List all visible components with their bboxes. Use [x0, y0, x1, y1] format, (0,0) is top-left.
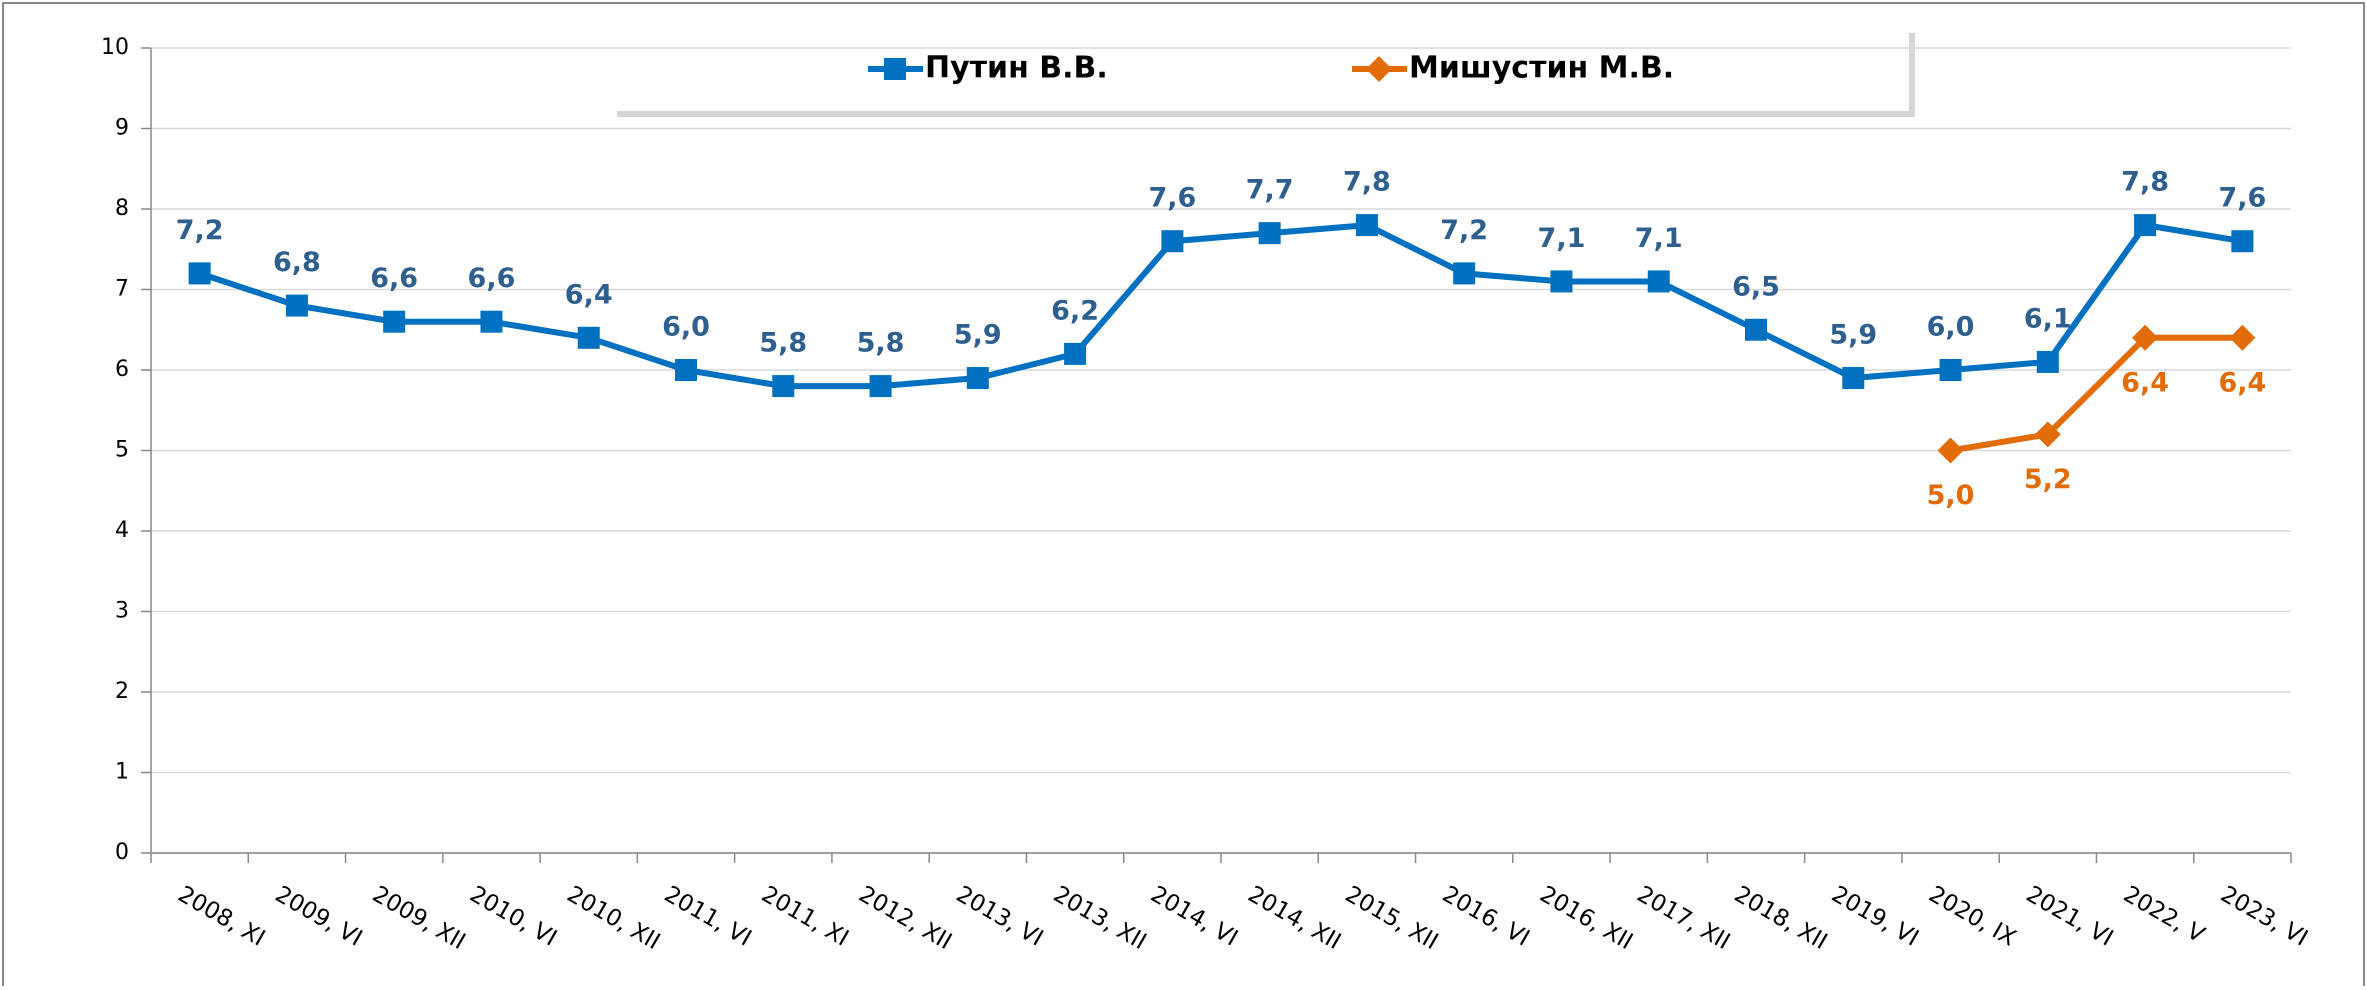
marker [1842, 367, 1864, 389]
marker [1940, 359, 1962, 381]
marker [1161, 230, 1183, 252]
data-label: 5,8 [759, 328, 807, 359]
marker [480, 311, 502, 333]
marker [286, 295, 308, 317]
marker [1648, 270, 1670, 292]
x-tick-label: 2019, VI [1827, 881, 1923, 951]
x-tick-label: 2018, XII [1730, 881, 1832, 955]
data-label: 6,6 [468, 263, 516, 294]
y-tick-label: 3 [115, 599, 129, 624]
data-label: 5,0 [1927, 480, 1975, 511]
legend-background [611, 27, 1909, 111]
legend-marker [884, 58, 906, 80]
marker [2134, 214, 2156, 236]
y-tick-label: 6 [115, 357, 129, 382]
x-tick-label: 2012, XII [854, 881, 956, 955]
legend-label: Мишустин М.В. [1409, 51, 1674, 86]
x-tick-label: 2017, XII [1632, 881, 1734, 955]
marker [1356, 214, 1378, 236]
data-label: 7,6 [2218, 183, 2266, 214]
y-tick-label: 1 [115, 760, 129, 785]
data-label: 6,1 [2024, 303, 2072, 334]
data-label: 7,7 [1246, 175, 1294, 206]
series-line [1951, 338, 2243, 451]
data-label: 5,2 [2024, 464, 2072, 495]
x-tick-label: 2013, VI [952, 881, 1048, 951]
x-tick-label: 2020, IX [1924, 881, 2020, 951]
marker [1745, 319, 1767, 341]
data-label: 6,4 [565, 279, 613, 310]
x-tick-label: 2011, XI [757, 881, 853, 951]
y-tick-label: 5 [115, 438, 129, 463]
data-label: 6,2 [1051, 295, 1099, 326]
data-label: 6,5 [1732, 271, 1780, 302]
marker [189, 262, 211, 284]
data-label: 5,8 [857, 328, 905, 359]
marker [772, 375, 794, 397]
marker [1938, 438, 1964, 464]
data-label: 6,8 [273, 247, 321, 278]
x-tick-label: 2023, VI [2216, 881, 2312, 951]
data-label: 5,9 [1829, 320, 1877, 351]
data-label: 6,6 [370, 263, 418, 294]
data-label: 5,9 [954, 320, 1002, 351]
marker [1550, 270, 1572, 292]
x-tick-label: 2014, VI [1146, 881, 1242, 951]
x-tick-label: 2021, VI [2022, 881, 2118, 951]
marker [675, 359, 697, 381]
x-tick-label: 2009, XII [368, 881, 470, 955]
data-label: 7,8 [1343, 167, 1391, 198]
x-tick-label: 2016, XII [1535, 881, 1637, 955]
marker [1453, 262, 1475, 284]
marker [578, 327, 600, 349]
marker [2229, 325, 2255, 351]
x-tick-label: 2008, XI [173, 881, 269, 951]
marker [383, 311, 405, 333]
series-line [200, 225, 2243, 386]
data-label: 7,8 [2121, 167, 2169, 198]
y-tick-label: 10 [101, 35, 129, 60]
frame [3, 3, 2364, 986]
marker [2037, 351, 2059, 373]
data-label: 6,4 [2218, 367, 2266, 398]
legend-label: Путин В.В. [925, 51, 1108, 86]
x-tick-label: 2009, VI [271, 881, 367, 951]
data-label: 6,0 [662, 312, 710, 343]
x-tick-label: 2015, XII [1341, 881, 1443, 955]
y-tick-label: 8 [115, 196, 129, 221]
marker [1064, 343, 1086, 365]
data-label: 7,1 [1538, 223, 1586, 254]
y-tick-label: 7 [115, 277, 129, 302]
data-label: 7,2 [176, 215, 224, 246]
x-tick-label: 2010, VI [465, 881, 561, 951]
legend: Путин В.В. Мишустин М.В. [611, 27, 1915, 117]
chart: Путин В.В. Мишустин М.В. 0 1 2 3 4 5 6 7 8 9 10 2008… [0, 0, 2367, 986]
x-tick-label: 2010, XII [562, 881, 664, 955]
marker [2231, 230, 2253, 252]
y-tick-label: 2 [115, 679, 129, 704]
data-label: 6,4 [2121, 367, 2169, 398]
data-label: 7,6 [1148, 183, 1196, 214]
x-tick-label: 2014, XII [1243, 881, 1345, 955]
x-tick-label: 2013, XII [1049, 881, 1151, 955]
y-tick-label: 0 [115, 840, 129, 865]
data-label: 6,0 [1927, 312, 1975, 343]
data-label: 7,1 [1635, 223, 1683, 254]
x-tick-label: 2022, V [2119, 881, 2209, 948]
y-tick-label: 9 [115, 116, 129, 141]
y-tick-label: 4 [115, 518, 129, 543]
marker [870, 375, 892, 397]
x-tick-label: 2011, VI [660, 881, 756, 951]
marker [1259, 222, 1281, 244]
x-tick-label: 2016, VI [1438, 881, 1534, 951]
marker [967, 367, 989, 389]
data-label: 7,2 [1440, 215, 1488, 246]
